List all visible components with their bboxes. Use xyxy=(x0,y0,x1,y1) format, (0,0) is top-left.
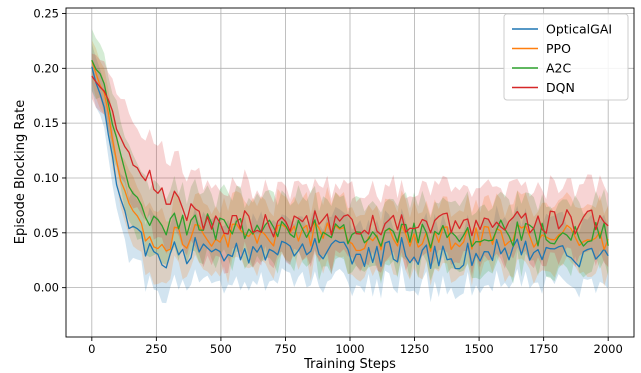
y-axis-ticks: 0.00 0.05 0.10 0.15 0.20 0.25 xyxy=(33,6,66,295)
legend-label-opticalgai: OpticalGAI xyxy=(546,22,612,37)
line-opticalgai xyxy=(91,66,609,270)
y-tick-label: 0.25 xyxy=(33,6,59,20)
x-tick-label: 250 xyxy=(145,342,167,356)
legend-label-dqn: DQN xyxy=(546,80,575,95)
y-tick-label: 0.20 xyxy=(33,61,59,75)
x-tick-label: 1750 xyxy=(529,342,558,356)
band-dqn xyxy=(91,53,609,276)
x-axis-ticks: 0 250 500 750 1000 1250 1500 1750 2000 xyxy=(88,337,623,356)
band-opticalgai xyxy=(91,43,609,304)
line-a2c xyxy=(91,59,609,249)
x-axis-label: Training Steps xyxy=(303,357,396,372)
grid xyxy=(66,8,634,337)
y-tick-label: 0.10 xyxy=(33,171,59,185)
legend: OpticalGAI PPO A2C DQN xyxy=(503,13,629,101)
x-tick-label: 1250 xyxy=(400,342,429,356)
line-dqn xyxy=(91,75,609,238)
x-tick-label: 1500 xyxy=(464,342,493,356)
x-tick-label: 1000 xyxy=(335,342,364,356)
x-tick-label: 500 xyxy=(210,342,232,356)
legend-label-a2c: A2C xyxy=(546,61,572,76)
x-tick-label: 750 xyxy=(274,342,296,356)
y-axis-label: Episode Blocking Rate xyxy=(13,100,28,244)
x-tick-label: 2000 xyxy=(594,342,623,356)
y-tick-label: 0.15 xyxy=(33,116,59,130)
series-lines xyxy=(91,59,609,270)
y-tick-label: 0.05 xyxy=(33,226,59,240)
y-tick-label: 0.00 xyxy=(33,281,59,295)
legend-label-ppo: PPO xyxy=(546,41,571,56)
x-tick-label: 0 xyxy=(88,342,95,356)
legend-box xyxy=(503,13,629,101)
band-a2c xyxy=(91,29,609,284)
